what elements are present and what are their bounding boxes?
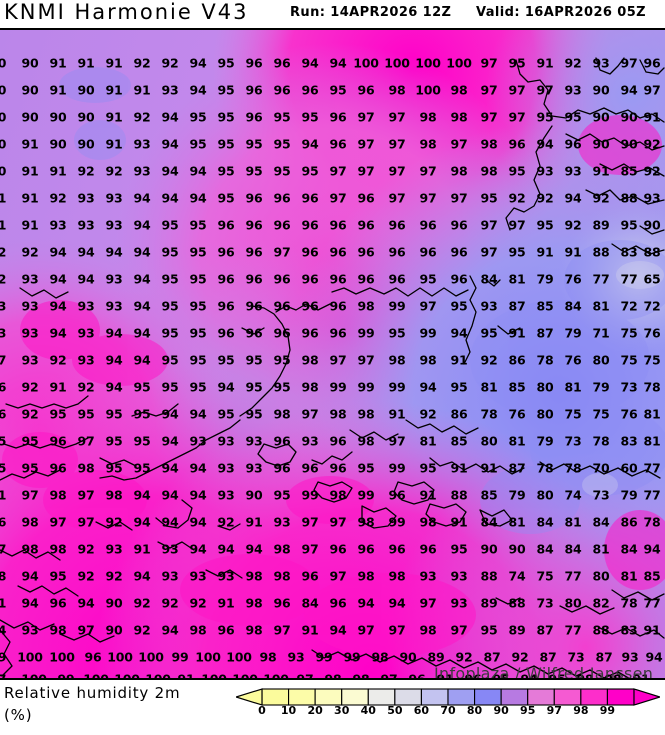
legend-panel: Relative humidity 2m (%) 0 10 20 30 40 50 60 70…: [0, 682, 665, 735]
colorbar-cell: [527, 688, 555, 706]
colorbar-tick-label: 80: [466, 704, 483, 717]
colorbar-cell: [606, 688, 635, 706]
colorbar-tick-label: 97: [546, 704, 562, 717]
colorbar-tick-label: 10: [280, 704, 297, 717]
colorbar-tick-label: 70: [440, 704, 456, 717]
legend-title: Relative humidity 2m: [4, 684, 181, 702]
colorbar-cell: [474, 688, 502, 706]
header-bar: KNMI Harmonie V43 Run: 14APR2026 12Z Val…: [0, 0, 665, 28]
colorbar-tick-label: 0: [258, 704, 266, 717]
colorbar-cell: [341, 688, 369, 706]
colorbar-tick-label: 50: [387, 704, 403, 717]
colorbar-tick-label: 99: [599, 704, 616, 717]
colorbar-tick-label: 60: [413, 704, 430, 717]
colorbar-tick-label: 40: [360, 704, 376, 717]
run-time-label: Run: 14APR2026 12Z: [290, 5, 452, 20]
colorbar-tick-label: 20: [307, 704, 323, 717]
colorbar-cell: [261, 688, 290, 706]
colorbar-cell: [420, 688, 449, 706]
colorbar[interactable]: 0 10 20 30 40 50 60 70 80 90 95 97 98 99: [236, 687, 660, 721]
colorbar-cell: [314, 688, 343, 706]
colorbar-cell: [553, 688, 582, 706]
page-title: KNMI Harmonie V43: [4, 0, 249, 24]
colorbar-cell: [288, 688, 316, 706]
colorbar-tick-label: 30: [334, 704, 350, 717]
humidity-field-raster: [0, 30, 665, 678]
colorbar-cell: [367, 688, 396, 706]
colorbar-cell: [447, 688, 476, 706]
colorbar-tick-label: 90: [493, 704, 509, 717]
legend-units: (%): [4, 706, 33, 724]
colorbar-cell: [394, 688, 422, 706]
colorbar-cell: [580, 688, 608, 706]
colorbar-tick-label: 98: [573, 704, 589, 717]
colorbar-tick-label: 95: [520, 704, 536, 717]
weather-map-panel[interactable]: 0909191919292949596969494100100100100979…: [0, 28, 665, 680]
valid-time-label: Valid: 16APR2026 05Z: [476, 5, 646, 20]
watermark-credit: Infoplaza / Wilfred Janssen: [434, 664, 654, 680]
colorbar-cell: [500, 688, 529, 706]
